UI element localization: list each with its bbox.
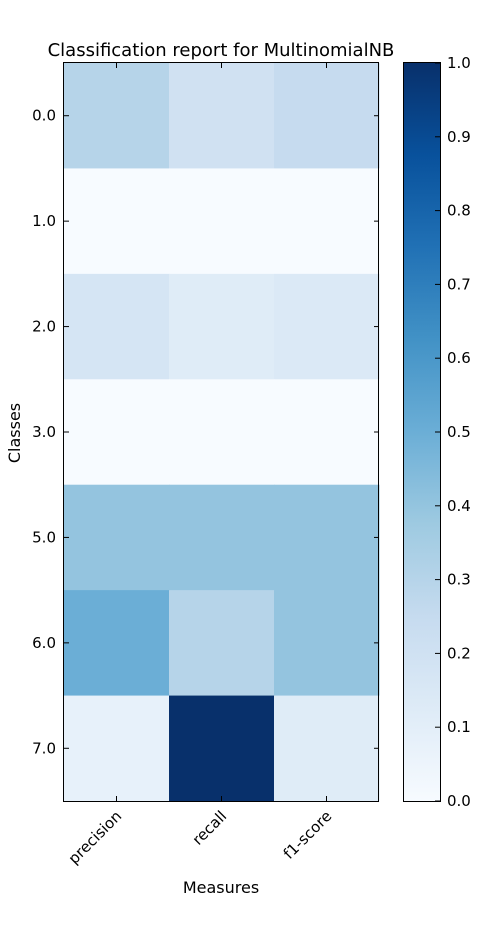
colorbar-tick-label: 0.6 <box>447 349 471 367</box>
heatmap-cell <box>169 379 275 486</box>
heatmap-cell <box>64 273 170 380</box>
colorbar-tick-label: 0.9 <box>447 128 471 146</box>
colorbar-tick-label: 0.1 <box>447 718 471 736</box>
colorbar-tick-label: 0.3 <box>447 571 471 589</box>
heatmap-cell <box>274 273 380 380</box>
heatmap-cell <box>64 168 170 275</box>
colorbar-ticks: 0.0 0.1 0.2 0.3 0.4 0.5 0.6 0.7 0.8 0.9 1.0 <box>435 54 471 810</box>
heatmap-cell <box>64 484 170 591</box>
heatmap-cell <box>274 63 380 169</box>
heatmap-cells <box>64 63 380 802</box>
heatmap-cell <box>274 168 380 275</box>
y-axis-label: Classes <box>5 403 24 463</box>
y-tick-label: 1.0 <box>32 212 56 230</box>
heatmap-cell <box>169 484 275 591</box>
colorbar-tick-label: 0.5 <box>447 423 471 441</box>
colorbar-tick-label: 1.0 <box>447 54 471 72</box>
heatmap-cell <box>169 695 275 802</box>
colorbar-tick-label: 0.7 <box>447 275 471 293</box>
colorbar <box>403 62 441 802</box>
y-tick-label: 5.0 <box>32 528 56 546</box>
y-tick-label: 2.0 <box>32 318 56 336</box>
colorbar-tick-label: 0.2 <box>447 644 471 662</box>
heatmap-cell <box>274 484 380 591</box>
y-tick-label: 0.0 <box>32 107 56 125</box>
heatmap-cell <box>274 695 380 802</box>
y-tick-label: 7.0 <box>32 739 56 757</box>
colorbar-tick-label: 0.0 <box>447 792 471 810</box>
heatmap-cell <box>169 273 275 380</box>
colorbar-tick-label: 0.4 <box>447 497 471 515</box>
heatmap-cell <box>64 63 170 169</box>
heatmap-cell <box>169 63 275 169</box>
y-tick-label: 6.0 <box>32 634 56 652</box>
y-axis: 0.0 1.0 2.0 3.0 5.0 6.0 7.0 <box>32 107 379 757</box>
x-tick-label: recall <box>189 807 231 849</box>
heatmap-cell <box>169 590 275 697</box>
heatmap-cell <box>274 379 380 486</box>
heatmap-cell <box>274 590 380 697</box>
heatmap-cell <box>64 379 170 486</box>
x-tick-label: f1-score <box>280 807 336 863</box>
y-tick-label: 3.0 <box>32 423 56 441</box>
x-axis-label: Measures <box>183 878 259 897</box>
chart-title: Classification report for MultinomialNB <box>48 40 395 61</box>
heatmap-cell <box>64 590 170 697</box>
colorbar-tick-label: 0.8 <box>447 202 471 220</box>
heatmap-cell <box>64 695 170 802</box>
x-tick-label: precision <box>65 807 126 868</box>
heatmap-cell <box>169 168 275 275</box>
